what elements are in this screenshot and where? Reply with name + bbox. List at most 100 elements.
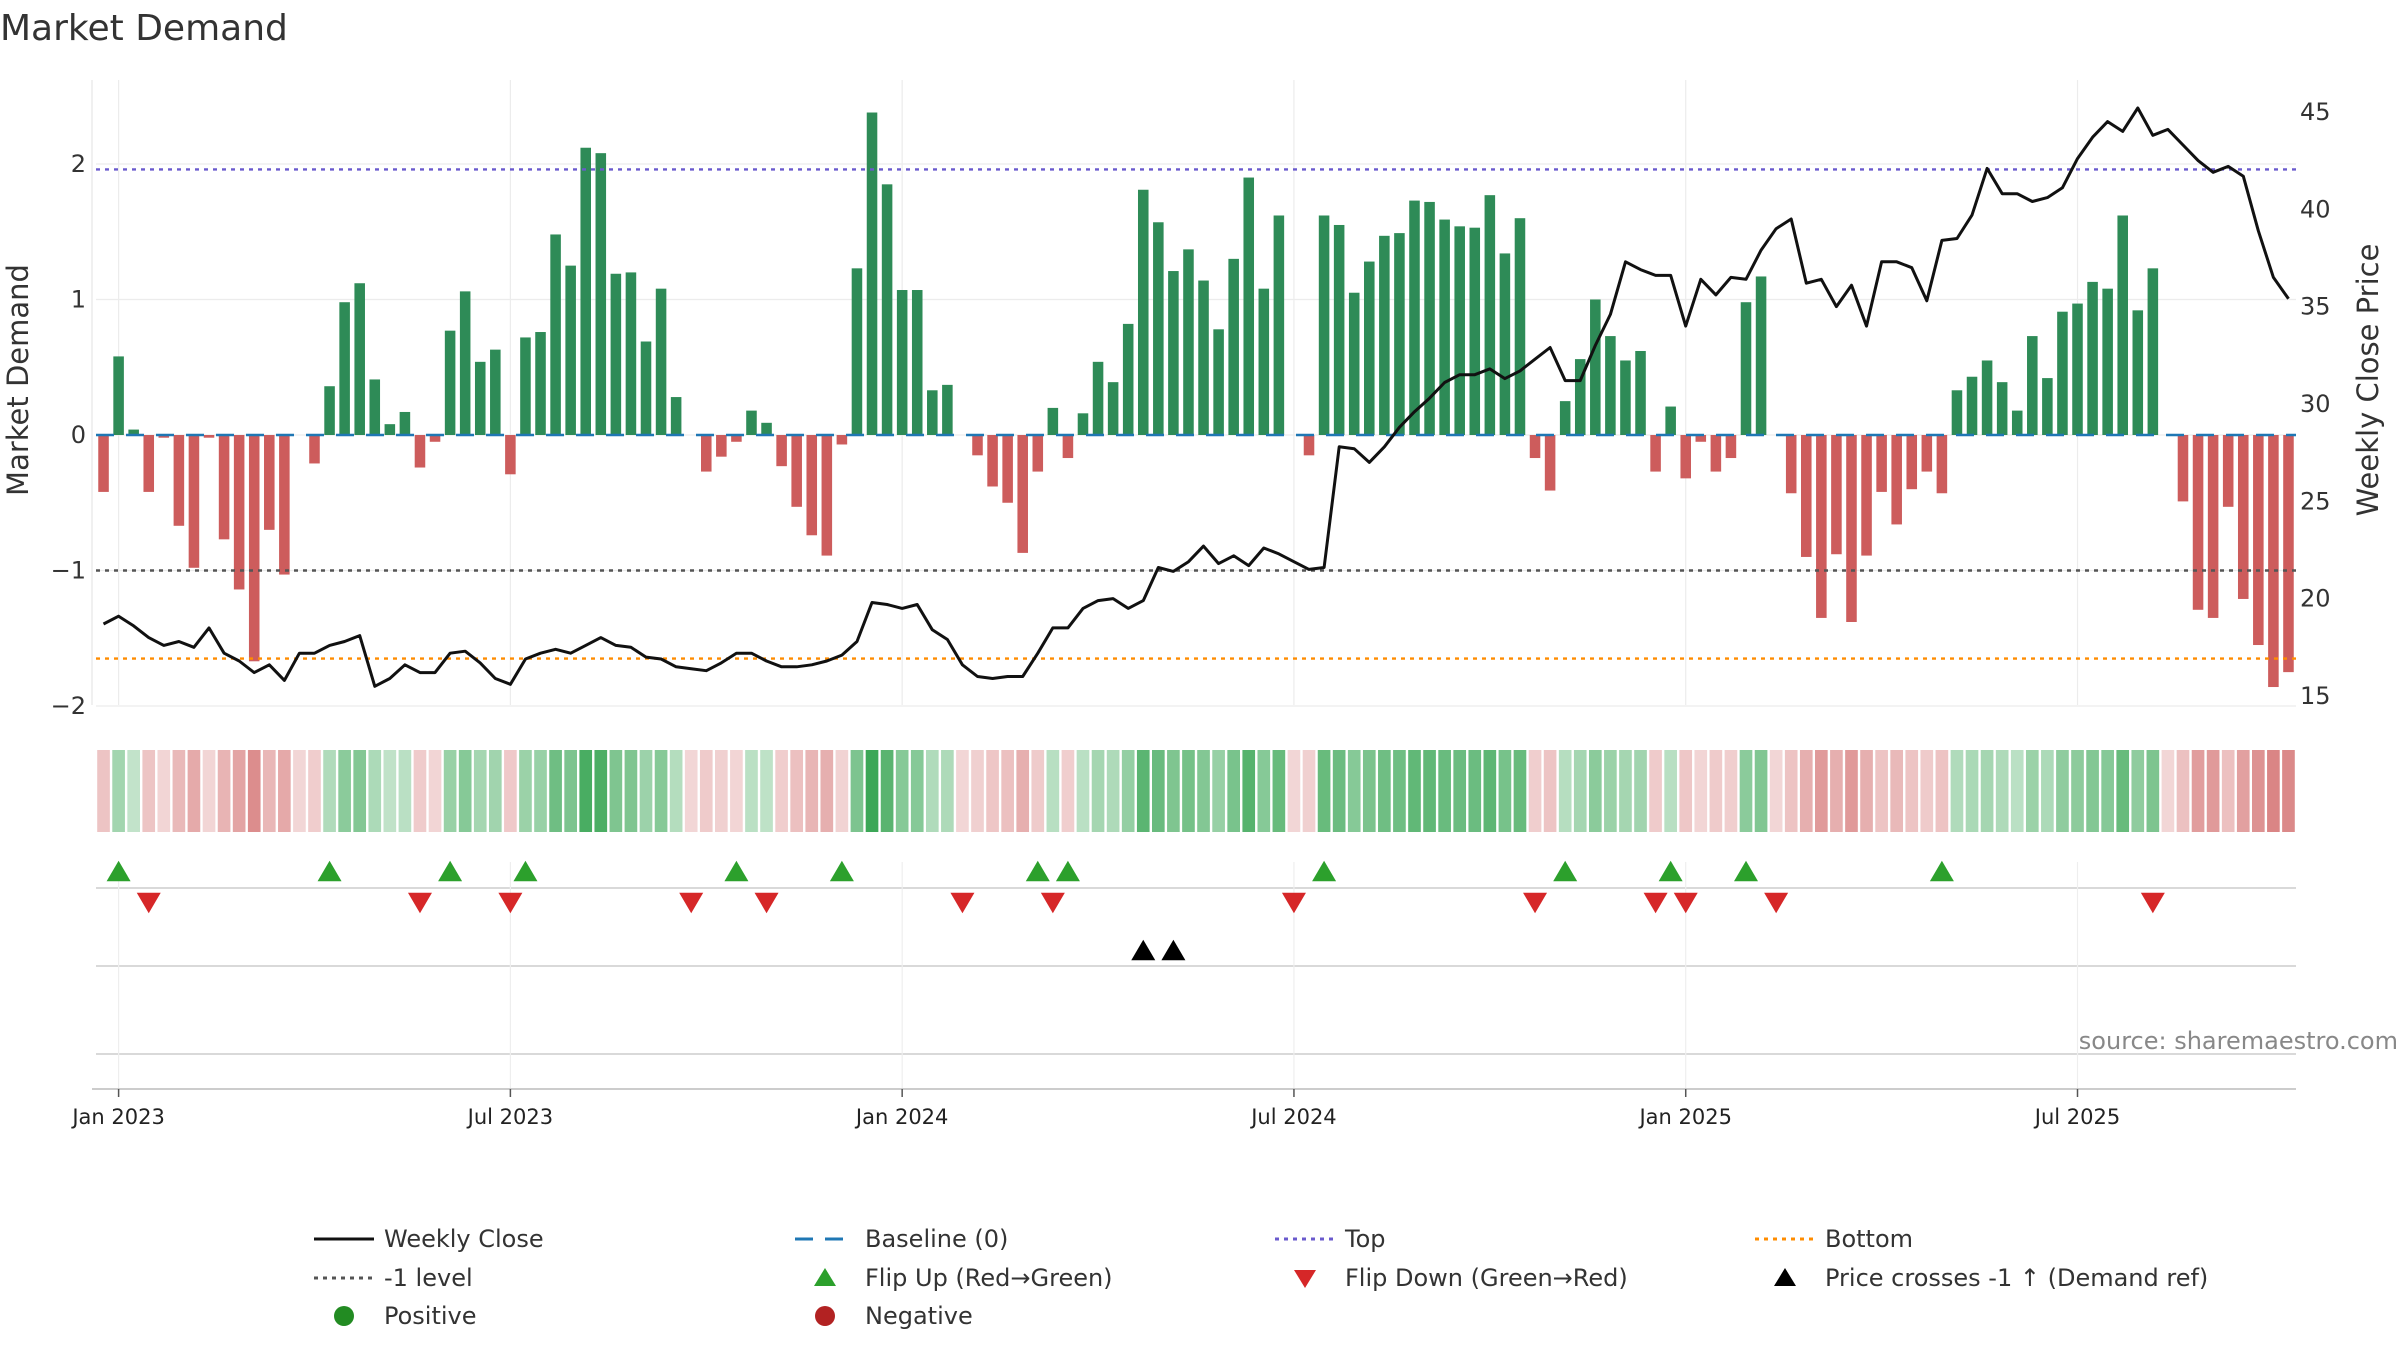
- flip-down-marker: [1764, 892, 1789, 914]
- flip-up-marker: [1658, 860, 1683, 882]
- strip-cell: [473, 750, 487, 832]
- strip-cell: [956, 750, 969, 832]
- negative-demand-bar: [1303, 435, 1315, 456]
- positive-demand-bar: [1454, 226, 1465, 435]
- legend-label-minus1: -1 level: [384, 1264, 473, 1292]
- negative-demand-bar: [414, 435, 426, 468]
- negative-demand-bar: [309, 435, 320, 464]
- positive-demand-bar: [550, 234, 561, 435]
- negative-demand-bar: [1725, 435, 1737, 459]
- positive-demand-bar: [1092, 361, 1104, 435]
- legend-swatch-positive: [334, 1306, 354, 1326]
- strip-cell: [1121, 750, 1135, 832]
- strip-cell: [398, 750, 412, 832]
- positive-demand-bar: [670, 397, 682, 435]
- negative-demand-bar: [1032, 435, 1044, 472]
- x-tick-label: Jan 2024: [854, 1105, 949, 1129]
- strip-cell: [1558, 750, 1572, 832]
- strip-cell: [1468, 750, 1482, 832]
- strip-cell: [1152, 750, 1165, 832]
- negative-demand-bar: [1062, 435, 1074, 459]
- negative-demand-bar: [836, 435, 848, 445]
- strip-cell: [1619, 750, 1632, 832]
- positive-demand-bar: [1590, 299, 1601, 435]
- negative-demand-bar: [203, 435, 215, 438]
- strip-cell: [2101, 750, 2114, 832]
- strip-cell: [1950, 750, 1964, 832]
- positive-demand-bar: [851, 268, 863, 435]
- legend-label-top: Top: [1344, 1225, 1386, 1253]
- strip-cell: [1106, 750, 1120, 832]
- positive-demand-bar: [2132, 310, 2144, 435]
- positive-demand-bar: [1228, 258, 1239, 435]
- strip-cell: [835, 750, 849, 832]
- strip-cell: [1393, 750, 1406, 832]
- negative-demand-bar: [248, 435, 260, 662]
- strip-cell: [443, 750, 457, 832]
- negative-demand-bar: [2268, 435, 2279, 688]
- left-y-ticks: 2 1 0 −1 −2: [51, 150, 86, 720]
- positive-demand-bar: [1755, 276, 1767, 435]
- strip-cell: [308, 750, 321, 832]
- strip-cell: [1860, 750, 1873, 832]
- strip-cell: [1724, 750, 1738, 832]
- strip-cell: [353, 750, 367, 832]
- strip-cell: [202, 750, 216, 832]
- negative-demand-bar: [279, 435, 290, 575]
- negative-demand-bar: [1816, 435, 1827, 618]
- strip-cell: [217, 750, 231, 832]
- strip-cell: [2161, 750, 2175, 832]
- strip-cell: [1513, 750, 1527, 832]
- positive-demand-bar: [942, 384, 953, 435]
- flip-up-marker: [1055, 860, 1080, 882]
- positive-demand-bar: [1665, 406, 1676, 435]
- negative-demand-bar: [1801, 435, 1812, 557]
- negative-demand-bar: [1936, 435, 1948, 494]
- x-tick-label: Jan 2025: [1637, 1105, 1732, 1129]
- positive-demand-bar: [1348, 292, 1360, 435]
- strip-cell: [1799, 750, 1813, 832]
- right-y-ticks: 45 40 35 30 25 20 15: [2300, 98, 2331, 710]
- strip-cell: [2056, 750, 2069, 832]
- strip-cell: [2252, 750, 2265, 832]
- flip-up-marker: [513, 860, 538, 882]
- positive-demand-bar: [490, 349, 501, 435]
- left-y-tick-label: 1: [71, 286, 86, 314]
- positive-demand-bar: [1966, 376, 1978, 435]
- positive-demand-bar: [354, 283, 365, 435]
- positive-demand-bar: [1318, 215, 1330, 435]
- demand-color-strip: [97, 750, 2295, 832]
- strip-cell: [2146, 750, 2160, 832]
- strip-cell: [654, 750, 668, 832]
- flip-down-marker: [679, 892, 704, 914]
- negative-demand-bar: [701, 435, 712, 472]
- flip-up-marker: [1929, 860, 1954, 882]
- strip-cell: [805, 750, 819, 832]
- strip-cell: [1438, 750, 1451, 832]
- positive-demand-bar: [128, 429, 139, 435]
- right-y-tick-label: 25: [2300, 487, 2331, 515]
- left-y-tick-label: 0: [71, 421, 86, 449]
- strip-cell: [745, 750, 758, 832]
- positive-demand-bar: [1122, 323, 1134, 435]
- negative-demand-bar: [2192, 435, 2204, 610]
- positive-demand-bar: [339, 302, 350, 435]
- strip-cell: [112, 750, 125, 832]
- negative-demand-bar: [2207, 435, 2219, 618]
- strip-cell: [142, 750, 156, 832]
- flip-up-marker: [1312, 860, 1337, 882]
- negative-demand-bar: [2253, 435, 2264, 646]
- weekly-close-line: [102, 106, 2290, 688]
- strip-cell: [1649, 750, 1662, 832]
- flip-down-marker: [950, 892, 975, 914]
- strip-cell: [609, 750, 623, 832]
- flip-down-marker: [1673, 892, 1698, 914]
- positive-demand-bar: [1620, 360, 1631, 435]
- negative-demand-bar: [1529, 435, 1541, 459]
- strip-cell: [1302, 750, 1316, 832]
- strip-cell: [1001, 750, 1014, 832]
- strip-cell: [1875, 750, 1888, 832]
- negative-demand-bar: [972, 435, 983, 456]
- positive-demand-bar: [1394, 233, 1405, 435]
- negative-demand-bar: [1002, 435, 1013, 503]
